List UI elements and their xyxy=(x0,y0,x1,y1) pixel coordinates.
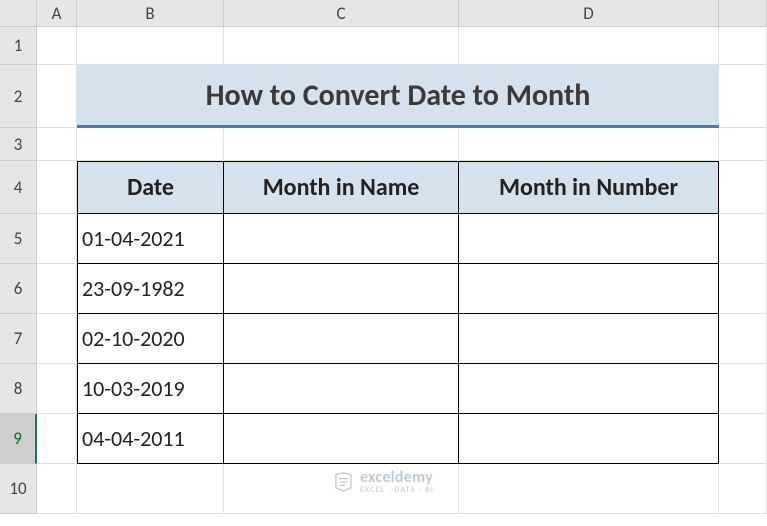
row-header-4[interactable]: 4 xyxy=(0,161,37,214)
table-cell-r4-c0[interactable]: 04-04-2011 xyxy=(77,414,224,464)
row-header-1[interactable]: 1 xyxy=(0,27,37,65)
cell-A8[interactable] xyxy=(37,364,77,414)
table-cell-r2-c2[interactable] xyxy=(459,314,719,364)
cell-D3[interactable] xyxy=(459,128,719,161)
table-cell-r3-c0[interactable]: 10-03-2019 xyxy=(77,364,224,414)
table-cell-r3-c2[interactable] xyxy=(459,364,719,414)
table-cell-r1-c1[interactable] xyxy=(224,264,459,314)
watermark-title: exceldemy xyxy=(360,470,434,486)
column-header-A[interactable]: A xyxy=(37,0,77,27)
cell-remainder-5[interactable] xyxy=(719,214,767,264)
cell-A10[interactable] xyxy=(37,464,77,514)
table-cell-r4-c1[interactable] xyxy=(224,414,459,464)
table-cell-r0-c2[interactable] xyxy=(459,214,719,264)
column-header-D[interactable]: D xyxy=(459,0,719,27)
row-headers: 12345678910 xyxy=(0,27,37,514)
cell-remainder-1[interactable] xyxy=(719,27,767,65)
select-all-corner[interactable] xyxy=(0,0,37,27)
table-cell-r0-c1[interactable] xyxy=(224,214,459,264)
watermark-icon xyxy=(333,472,353,492)
cell-D10[interactable] xyxy=(459,464,719,514)
cell-remainder-8[interactable] xyxy=(719,364,767,414)
table-cell-r4-c2[interactable] xyxy=(459,414,719,464)
cell-B1[interactable] xyxy=(77,27,224,65)
spreadsheet: ABCD 12345678910 How to Convert Date to … xyxy=(0,0,767,526)
cell-A9[interactable] xyxy=(37,414,77,464)
cell-B3[interactable] xyxy=(77,128,224,161)
cell-A3[interactable] xyxy=(37,128,77,161)
cell-C3[interactable] xyxy=(224,128,459,161)
cell-A5[interactable] xyxy=(37,214,77,264)
column-header-C[interactable]: C xyxy=(224,0,459,27)
cell-remainder-6[interactable] xyxy=(719,264,767,314)
data-table: DateMonth in NameMonth in Number 01-04-20… xyxy=(77,161,719,464)
cell-remainder-3[interactable] xyxy=(719,128,767,161)
table-cell-r3-c1[interactable] xyxy=(224,364,459,414)
row-header-7[interactable]: 7 xyxy=(0,314,37,364)
cell-remainder-9[interactable] xyxy=(719,414,767,464)
title-text: How to Convert Date to Month xyxy=(206,77,591,114)
cell-D1[interactable] xyxy=(459,27,719,65)
column-header-remainder[interactable] xyxy=(719,0,767,27)
cell-A7[interactable] xyxy=(37,314,77,364)
table-header-2[interactable]: Month in Number xyxy=(459,161,719,214)
watermark: exceldemy EXCEL · DATA · BI xyxy=(333,470,434,494)
table-cell-r1-c2[interactable] xyxy=(459,264,719,314)
cell-B10[interactable] xyxy=(77,464,224,514)
column-headers: ABCD xyxy=(37,0,767,27)
cell-remainder-10[interactable] xyxy=(719,464,767,514)
cell-A1[interactable] xyxy=(37,27,77,65)
table-header-0[interactable]: Date xyxy=(77,161,224,214)
cell-A6[interactable] xyxy=(37,264,77,314)
cell-remainder-4[interactable] xyxy=(719,161,767,214)
cell-A4[interactable] xyxy=(37,161,77,214)
row-header-10[interactable]: 10 xyxy=(0,464,37,514)
cell-C1[interactable] xyxy=(224,27,459,65)
table-cell-r0-c0[interactable]: 01-04-2021 xyxy=(77,214,224,264)
title-cell[interactable]: How to Convert Date to Month xyxy=(77,65,719,128)
row-header-9[interactable]: 9 xyxy=(0,414,37,464)
watermark-text: exceldemy EXCEL · DATA · BI xyxy=(360,470,434,494)
cell-remainder-2[interactable] xyxy=(719,65,767,128)
table-cell-r2-c0[interactable]: 02-10-2020 xyxy=(77,314,224,364)
row-header-8[interactable]: 8 xyxy=(0,364,37,414)
table-cell-r2-c1[interactable] xyxy=(224,314,459,364)
cell-remainder-7[interactable] xyxy=(719,314,767,364)
row-header-2[interactable]: 2 xyxy=(0,65,37,128)
row-header-5[interactable]: 5 xyxy=(0,214,37,264)
row-header-6[interactable]: 6 xyxy=(0,264,37,314)
watermark-sub: EXCEL · DATA · BI xyxy=(360,486,434,494)
cell-A2[interactable] xyxy=(37,65,77,128)
table-header-1[interactable]: Month in Name xyxy=(224,161,459,214)
table-cell-r1-c0[interactable]: 23-09-1982 xyxy=(77,264,224,314)
row-header-3[interactable]: 3 xyxy=(0,128,37,161)
column-header-B[interactable]: B xyxy=(77,0,224,27)
